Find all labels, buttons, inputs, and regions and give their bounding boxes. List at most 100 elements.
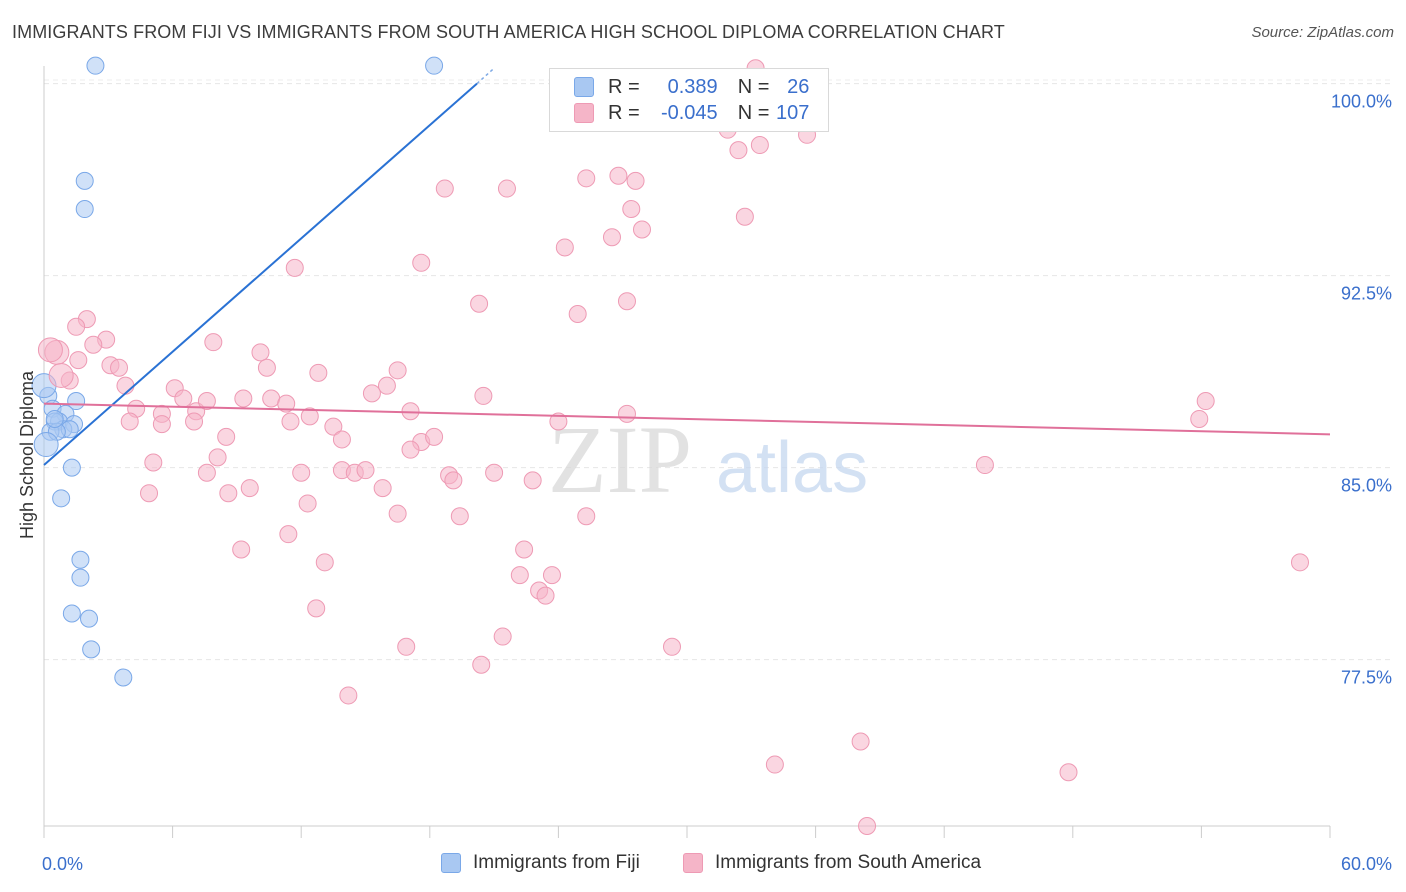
legend-n-value-south-america: 107 bbox=[776, 101, 810, 124]
legend-item-fiji[interactable]: Immigrants from Fiji bbox=[441, 852, 640, 874]
point-south-america-92 bbox=[542, 566, 561, 585]
chart-source: Source: ZipAtlas.com bbox=[1251, 24, 1394, 41]
point-fiji-15 bbox=[33, 432, 59, 458]
point-south-america-10 bbox=[435, 179, 454, 198]
point-south-america-20 bbox=[617, 292, 636, 311]
correlation-legend: R = 0.389 N = 26 R = -0.045 N = 107 bbox=[549, 68, 829, 132]
point-south-america-11 bbox=[497, 179, 516, 198]
trend-lines bbox=[43, 67, 1331, 466]
legend-row-fiji: R = 0.389 N = 26 bbox=[550, 75, 809, 99]
point-south-america-26 bbox=[204, 333, 223, 352]
tick-labels: 77.5% 85.0% 92.5% 100.0% bbox=[1331, 92, 1392, 688]
point-fiji-23 bbox=[114, 668, 133, 687]
point-south-america-35 bbox=[388, 361, 407, 380]
point-south-america-65 bbox=[425, 427, 444, 446]
legend-swatch-fiji bbox=[441, 853, 461, 873]
point-south-america-79 bbox=[140, 484, 159, 503]
legend-swatch-south-america bbox=[574, 103, 594, 123]
point-south-america-50 bbox=[197, 392, 216, 411]
legend-label-fiji: Immigrants from Fiji bbox=[473, 852, 640, 873]
point-south-america-23 bbox=[67, 317, 86, 336]
point-south-america-67 bbox=[144, 453, 163, 472]
legend-r-label: R = bbox=[608, 101, 640, 124]
point-south-america-77 bbox=[197, 463, 216, 482]
legend-swatch-south-america bbox=[683, 853, 703, 873]
point-south-america-95 bbox=[1290, 553, 1309, 572]
point-south-america-78 bbox=[975, 456, 994, 475]
point-south-america-83 bbox=[298, 494, 317, 513]
point-south-america-89 bbox=[515, 540, 534, 559]
point-south-america-42 bbox=[262, 389, 281, 408]
legend-n-label: N = bbox=[737, 75, 770, 98]
point-south-america-52 bbox=[617, 404, 636, 423]
point-south-america-76 bbox=[523, 471, 542, 490]
point-fiji-21 bbox=[80, 609, 99, 628]
legend-r-value-south-america: -0.045 bbox=[660, 101, 718, 124]
point-south-america-100 bbox=[472, 655, 491, 674]
point-fiji-0 bbox=[86, 56, 105, 75]
y-tick-label-3: 100.0% bbox=[1331, 92, 1392, 112]
point-south-america-21 bbox=[568, 305, 587, 323]
point-south-america-36 bbox=[116, 376, 135, 395]
point-south-america-54 bbox=[152, 415, 171, 434]
point-south-america-102 bbox=[765, 755, 784, 774]
point-fiji-25 bbox=[45, 409, 64, 428]
point-south-america-99 bbox=[662, 637, 681, 656]
legend-item-south-america[interactable]: Immigrants from South America bbox=[683, 852, 981, 874]
point-south-america-69 bbox=[292, 463, 311, 482]
point-south-america-32 bbox=[110, 358, 129, 377]
point-fiji-19 bbox=[71, 568, 90, 587]
point-south-america-43 bbox=[277, 394, 296, 413]
point-south-america-84 bbox=[388, 504, 407, 523]
point-south-america-53 bbox=[120, 412, 139, 431]
trend-line-south-america bbox=[43, 402, 1331, 436]
x-max-label: 60.0% bbox=[1341, 854, 1392, 874]
legend-r-label: R = bbox=[608, 75, 640, 98]
point-south-america-103 bbox=[851, 732, 870, 751]
point-south-america-57 bbox=[300, 407, 319, 426]
legend-n-label: N = bbox=[737, 101, 770, 124]
point-south-america-62 bbox=[217, 427, 236, 446]
point-south-america-61 bbox=[1190, 409, 1209, 428]
point-south-america-5 bbox=[750, 136, 769, 155]
point-south-america-28 bbox=[37, 337, 63, 363]
point-south-america-7 bbox=[577, 169, 596, 188]
point-fiji-22 bbox=[82, 640, 101, 659]
legend-swatch-fiji bbox=[574, 77, 594, 97]
point-south-america-34 bbox=[309, 363, 328, 382]
data-points bbox=[31, 56, 1309, 835]
point-south-america-59 bbox=[549, 412, 568, 431]
point-south-america-58 bbox=[324, 417, 343, 436]
point-south-america-94 bbox=[536, 586, 555, 605]
chart-title: IMMIGRANTS FROM FIJI VS IMMIGRANTS FROM … bbox=[12, 22, 1005, 42]
y-tick-label-1: 85.0% bbox=[1341, 476, 1392, 496]
point-south-america-63 bbox=[332, 430, 351, 449]
point-south-america-104 bbox=[1059, 763, 1078, 782]
point-south-america-60 bbox=[1196, 392, 1215, 411]
point-south-america-72 bbox=[356, 461, 375, 480]
point-south-america-68 bbox=[208, 448, 227, 467]
point-fiji-17 bbox=[52, 489, 71, 508]
y-axis-label: High School Diploma bbox=[17, 370, 37, 539]
legend-r-value-fiji: 0.389 bbox=[667, 75, 718, 98]
x-min-label: 0.0% bbox=[42, 854, 83, 874]
point-south-america-105 bbox=[858, 817, 877, 835]
point-south-america-86 bbox=[577, 507, 596, 526]
trend-extension-fiji bbox=[476, 67, 495, 85]
point-fiji-16 bbox=[62, 458, 81, 477]
point-fiji-2 bbox=[75, 171, 94, 190]
series-legend: Immigrants from Fiji Immigrants from Sou… bbox=[0, 852, 1406, 878]
point-south-america-75 bbox=[485, 463, 504, 482]
point-south-america-45 bbox=[377, 376, 396, 395]
point-south-america-66 bbox=[401, 440, 420, 459]
point-south-america-14 bbox=[632, 220, 651, 239]
point-south-america-85 bbox=[450, 507, 469, 526]
y-tick-label-0: 77.5% bbox=[1341, 668, 1392, 688]
point-south-america-74 bbox=[444, 471, 463, 490]
point-south-america-56 bbox=[281, 412, 300, 431]
legend-row-south-america: R = -0.045 N = 107 bbox=[550, 101, 809, 125]
legend-n-value-fiji: 26 bbox=[787, 75, 810, 98]
point-fiji-18 bbox=[71, 550, 90, 569]
point-south-america-87 bbox=[279, 525, 298, 544]
point-south-america-17 bbox=[412, 253, 431, 272]
